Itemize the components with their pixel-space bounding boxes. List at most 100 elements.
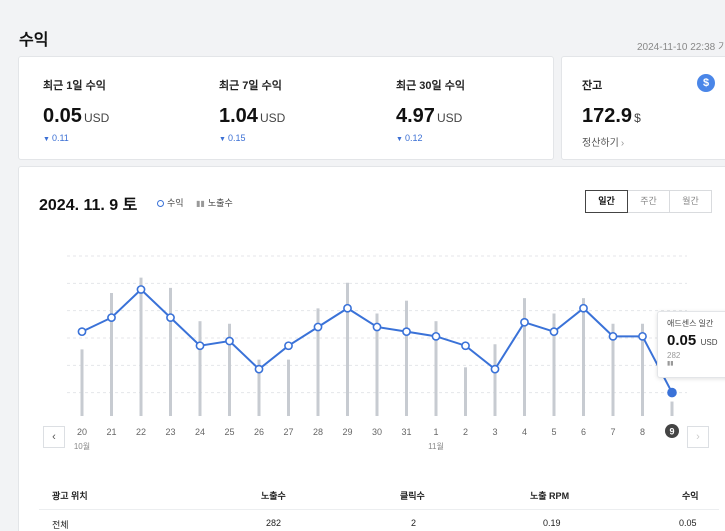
stat-delta: 0.15	[227, 133, 246, 143]
stat-30day: 최근 30일 수익 4.97 USD ▼ 0.12	[396, 77, 465, 143]
table-cell-rpm: 0.19	[543, 518, 561, 528]
tab-daily[interactable]: 일간	[585, 190, 628, 213]
triangle-down-icon: ▼	[43, 136, 50, 143]
balance-stat: 잔고 172.9 $ 정산하기 ›	[582, 77, 641, 149]
chart-tooltip: 애드센스 일간 0.05 USD 282 ▮▮	[657, 311, 725, 378]
settle-link[interactable]: 정산하기 ›	[582, 134, 641, 149]
revenue-point	[77, 327, 87, 337]
legend-impressions: 노출수	[207, 198, 233, 208]
revenue-point	[136, 285, 146, 294]
x-tick-label: 24	[195, 427, 205, 437]
revenue-point	[372, 322, 382, 332]
revenue-point	[638, 331, 647, 341]
revenue-point	[166, 313, 175, 322]
revenue-point	[254, 364, 264, 374]
balance-value: 172.9	[582, 105, 633, 127]
selected-day-marker	[665, 424, 679, 438]
chevron-right-icon: ›	[696, 431, 700, 443]
stat-label: 최근 1일 수익	[43, 80, 106, 92]
x-tick-label: 30	[372, 427, 382, 437]
impression-bar	[464, 367, 467, 416]
revenue-point	[313, 322, 323, 332]
legend-revenue: 수익	[167, 198, 184, 208]
x-tick-label: 5	[551, 427, 556, 437]
stat-unit: USD	[83, 111, 110, 125]
timestamp: 2024-11-10 22:38 기준	[637, 42, 725, 53]
stat-delta: 0.11	[51, 133, 69, 143]
x-month-label: 11월	[428, 441, 444, 451]
revenue-point	[520, 317, 529, 327]
balance-label: 잔고	[582, 80, 603, 92]
revenue-point	[107, 313, 116, 322]
impression-bar	[110, 293, 113, 416]
impression-bar	[80, 349, 84, 416]
x-tick-label: 2	[463, 427, 468, 437]
period-tabs: 일간 주간 월간	[585, 190, 712, 213]
stat-label: 최근 7일 수익	[219, 80, 282, 92]
tooltip-impressions: 282	[667, 351, 681, 360]
x-tick-label: 28	[313, 427, 323, 437]
revenue-point	[608, 331, 618, 341]
bars-icon: ▮▮	[667, 361, 674, 367]
chart-next-button[interactable]: ›	[687, 426, 709, 448]
chart-card: 2024. 11. 9 토 수익 ▮▮ 노출수 일간 주간 월간 20 21 22 23…	[18, 166, 725, 531]
stat-delta: 0.12	[404, 133, 423, 143]
impression-bar	[169, 287, 172, 416]
stat-unit: USD	[436, 111, 463, 125]
x-tick-label: 6	[581, 427, 586, 437]
impression-bar	[346, 282, 349, 416]
x-tick-label: 7	[610, 427, 615, 437]
x-tick-label: 9	[669, 427, 674, 437]
revenue-point	[667, 387, 677, 398]
impression-bar	[552, 313, 556, 416]
impression-bar	[493, 344, 497, 416]
x-tick-label: 26	[254, 427, 264, 437]
revenue-point	[461, 341, 470, 351]
revenue-point	[343, 303, 352, 313]
x-tick-label: 27	[283, 427, 293, 437]
revenue-point	[225, 336, 234, 346]
table-header-placement: 광고 위치	[52, 491, 88, 501]
stat-7day: 최근 7일 수익 1.04 USD ▼ 0.15	[219, 77, 285, 143]
table-cell-clicks: 2	[411, 518, 417, 528]
x-tick-label: 29	[342, 427, 352, 437]
chart-prev-button[interactable]: ‹	[43, 426, 65, 448]
stats-card: 최근 1일 수익 0.05 USD ▼ 0.11 최근 7일 수익 1.04 USD …	[18, 56, 554, 160]
revenue-point	[195, 341, 205, 351]
chevron-left-icon: ‹	[52, 431, 56, 443]
impression-bar	[611, 323, 615, 416]
balance-card: 잔고 172.9 $ 정산하기 › $	[561, 56, 725, 160]
chevron-right-icon: ›	[620, 138, 625, 149]
impression-bar	[523, 298, 526, 416]
stat-1day: 최근 1일 수익 0.05 USD ▼ 0.11	[43, 77, 109, 143]
x-tick-label: 25	[224, 427, 234, 437]
x-tick-label: 21	[106, 427, 116, 437]
impression-bar	[257, 359, 261, 416]
tooltip-unit: USD	[700, 338, 718, 347]
impression-bar	[139, 277, 143, 416]
triangle-down-icon: ▼	[396, 136, 403, 143]
x-tick-label: 31	[401, 427, 411, 437]
table-divider	[39, 509, 719, 510]
revenue-point	[490, 364, 500, 374]
page-title: 수익	[19, 32, 49, 49]
legend-bars-icon: ▮▮	[196, 199, 205, 208]
chart-date-title: 2024. 11. 9 토	[39, 197, 138, 214]
stat-value: 0.05	[43, 105, 82, 127]
impression-bar	[375, 313, 379, 416]
x-tick-label: 20	[77, 427, 87, 437]
table-header-revenue: 수익	[682, 491, 699, 501]
impression-bar	[641, 323, 644, 416]
table-header-rpm: 노출 RPM	[530, 491, 570, 501]
revenue-point	[579, 303, 588, 313]
x-tick-label: 1	[433, 427, 438, 437]
table-header-clicks: 클릭수	[400, 491, 425, 501]
table-cell-impressions: 282	[266, 518, 282, 528]
tab-monthly[interactable]: 월간	[669, 190, 712, 213]
impression-bar	[582, 298, 585, 416]
revenue-point	[549, 327, 559, 337]
triangle-down-icon: ▼	[219, 136, 226, 143]
impression-bar	[198, 321, 202, 416]
impression-bar	[316, 308, 320, 416]
impression-bar	[670, 401, 674, 416]
